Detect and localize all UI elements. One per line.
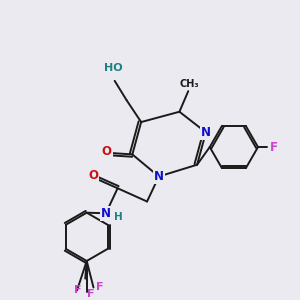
Text: N: N: [201, 126, 211, 139]
Text: HO: HO: [104, 64, 122, 74]
Text: F: F: [87, 289, 94, 299]
Text: F: F: [270, 141, 278, 154]
Text: H: H: [114, 212, 123, 222]
Text: N: N: [154, 170, 164, 183]
Text: F: F: [96, 282, 104, 292]
Text: O: O: [102, 145, 112, 158]
Text: O: O: [88, 169, 98, 182]
Text: F: F: [74, 285, 82, 295]
Text: N: N: [101, 207, 111, 220]
Text: CH₃: CH₃: [180, 79, 200, 89]
